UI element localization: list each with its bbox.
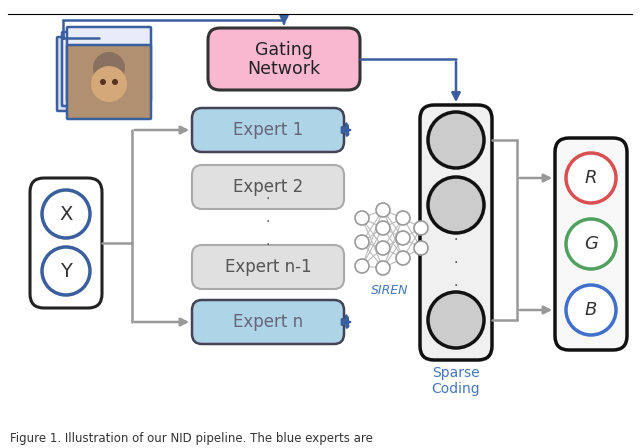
Text: Figure 1. Illustration of our NID pipeline. The blue experts are: Figure 1. Illustration of our NID pipeli…: [10, 431, 373, 444]
Circle shape: [566, 285, 616, 335]
Circle shape: [428, 112, 484, 168]
Circle shape: [566, 219, 616, 269]
FancyBboxPatch shape: [67, 27, 151, 101]
Text: Expert 2: Expert 2: [233, 178, 303, 196]
Circle shape: [414, 221, 428, 235]
FancyBboxPatch shape: [208, 28, 360, 90]
Text: ·
·
·: · · ·: [454, 233, 458, 293]
Circle shape: [355, 259, 369, 273]
FancyBboxPatch shape: [555, 138, 627, 350]
Circle shape: [396, 211, 410, 225]
Circle shape: [566, 153, 616, 203]
FancyBboxPatch shape: [192, 165, 344, 209]
Circle shape: [91, 66, 127, 102]
Circle shape: [93, 52, 125, 84]
FancyBboxPatch shape: [57, 37, 141, 111]
Circle shape: [376, 241, 390, 255]
Text: Sparse: Sparse: [432, 366, 480, 380]
Text: Gating: Gating: [255, 41, 313, 59]
Text: Expert 1: Expert 1: [233, 121, 303, 139]
Circle shape: [396, 231, 410, 245]
FancyBboxPatch shape: [30, 178, 102, 308]
Text: X: X: [60, 204, 73, 224]
Circle shape: [376, 261, 390, 275]
FancyBboxPatch shape: [62, 32, 146, 106]
Circle shape: [428, 292, 484, 348]
Circle shape: [355, 211, 369, 225]
Circle shape: [42, 190, 90, 238]
Circle shape: [396, 251, 410, 265]
Circle shape: [376, 203, 390, 217]
Text: Expert n: Expert n: [233, 313, 303, 331]
Circle shape: [112, 79, 118, 85]
Circle shape: [100, 79, 106, 85]
Text: G: G: [584, 235, 598, 253]
FancyBboxPatch shape: [192, 245, 344, 289]
Circle shape: [376, 221, 390, 235]
Text: Expert n-1: Expert n-1: [225, 258, 311, 276]
Text: Network: Network: [248, 60, 321, 78]
Text: SIREN: SIREN: [371, 284, 409, 297]
FancyBboxPatch shape: [67, 45, 151, 119]
Text: ·
·
·: · · ·: [266, 192, 270, 252]
FancyBboxPatch shape: [192, 300, 344, 344]
Circle shape: [414, 241, 428, 255]
Circle shape: [428, 177, 484, 233]
Text: R: R: [585, 169, 597, 187]
Text: Coding: Coding: [432, 382, 480, 396]
FancyBboxPatch shape: [192, 108, 344, 152]
Circle shape: [355, 235, 369, 249]
Text: Y: Y: [60, 262, 72, 280]
Circle shape: [42, 247, 90, 295]
Text: B: B: [585, 301, 597, 319]
FancyBboxPatch shape: [420, 105, 492, 360]
